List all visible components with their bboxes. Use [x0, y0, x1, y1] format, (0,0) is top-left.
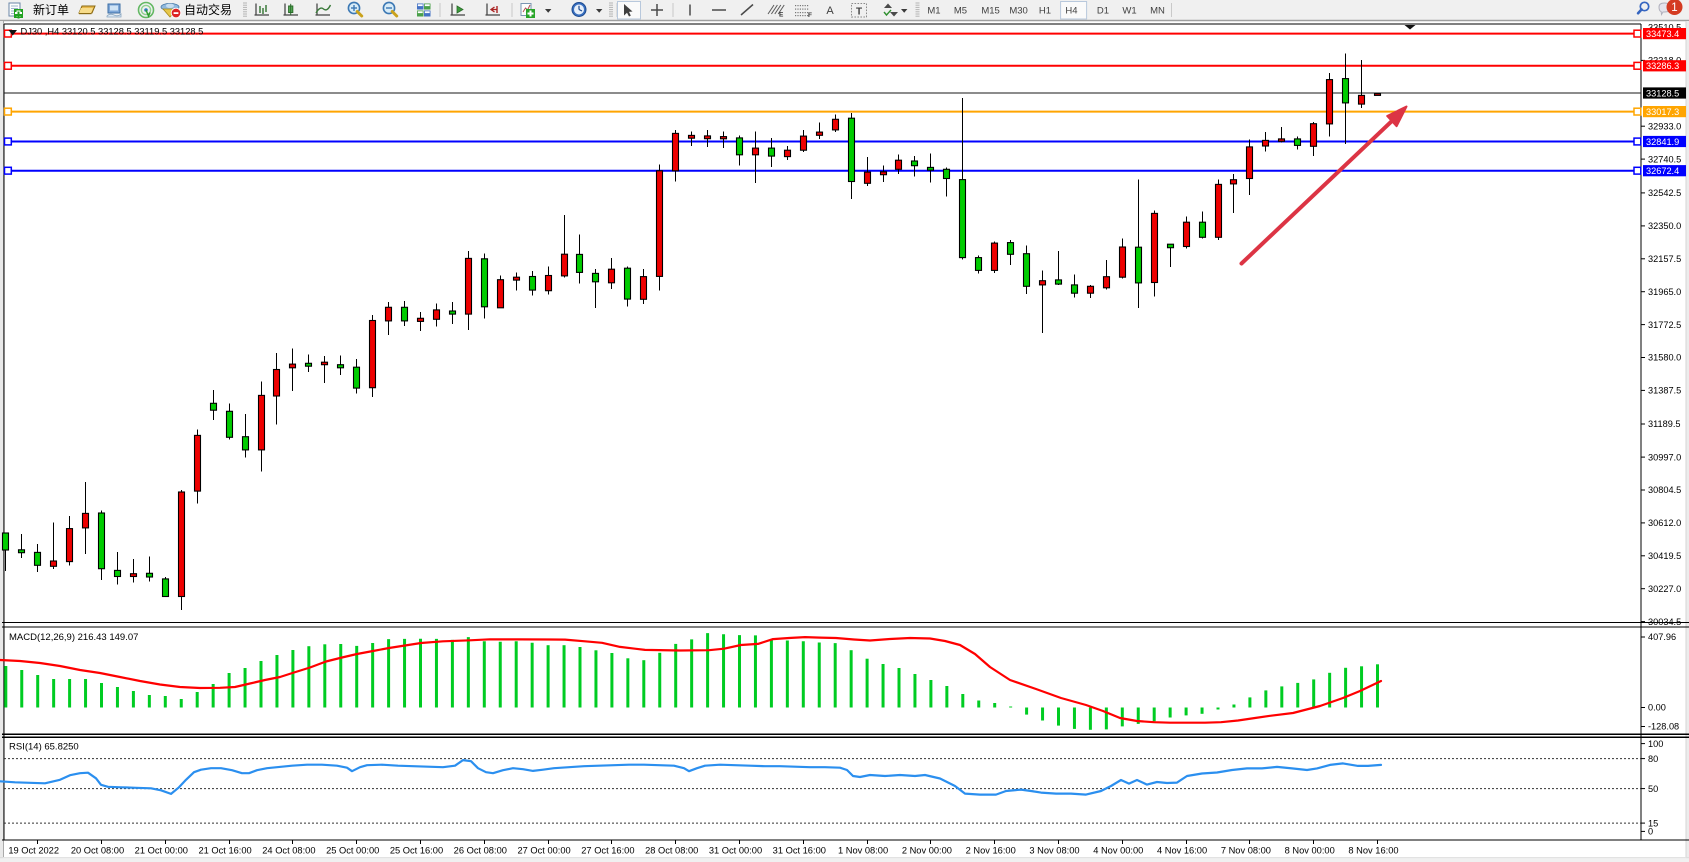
svg-text:1 Nov 08:00: 1 Nov 08:00 — [838, 846, 888, 856]
svg-text:32157.5: 32157.5 — [1648, 254, 1681, 264]
svg-text:32542.5: 32542.5 — [1648, 188, 1681, 198]
svg-text:H4: H4 — [1065, 6, 1077, 17]
svg-text:T: T — [856, 7, 862, 18]
svg-text:31387.5: 31387.5 — [1648, 386, 1681, 396]
svg-text:A: A — [826, 5, 834, 17]
svg-text:32672.4: 32672.4 — [1646, 166, 1679, 176]
svg-text:8 Nov 16:00: 8 Nov 16:00 — [1348, 846, 1398, 856]
svg-text:30804.5: 30804.5 — [1648, 485, 1681, 495]
svg-text:27 Oct 16:00: 27 Oct 16:00 — [581, 846, 634, 856]
svg-text:MACD(12,26,9) 216.43 149.07: MACD(12,26,9) 216.43 149.07 — [9, 632, 138, 643]
svg-text:F: F — [808, 12, 812, 19]
svg-text:1: 1 — [1671, 2, 1677, 14]
svg-text:21 Oct 16:00: 21 Oct 16:00 — [198, 846, 251, 856]
svg-text:DJ30 ,H4 33120.5 33128.5 3311: DJ30 ,H4 33120.5 33128.5 33119.5 33128.5 — [21, 27, 204, 37]
svg-text:30034.5: 30034.5 — [1648, 617, 1681, 627]
svg-text:32350.0: 32350.0 — [1648, 221, 1681, 231]
svg-text:19 Oct 2022: 19 Oct 2022 — [8, 846, 59, 856]
svg-text:自动交易: 自动交易 — [184, 2, 232, 17]
svg-text:31 Oct 16:00: 31 Oct 16:00 — [773, 846, 826, 856]
svg-text:15: 15 — [1648, 818, 1658, 828]
svg-text:33128.5: 33128.5 — [1646, 88, 1679, 98]
svg-text:7 Nov 08:00: 7 Nov 08:00 — [1221, 846, 1271, 856]
svg-text:RSI(14) 65.8250: RSI(14) 65.8250 — [9, 742, 79, 753]
svg-text:50: 50 — [1648, 784, 1658, 794]
svg-text:27 Oct 00:00: 27 Oct 00:00 — [517, 846, 570, 856]
svg-text:31965.0: 31965.0 — [1648, 287, 1681, 297]
svg-text:M1: M1 — [927, 6, 940, 17]
svg-text:24 Oct 08:00: 24 Oct 08:00 — [262, 846, 315, 856]
svg-text:25 Oct 00:00: 25 Oct 00:00 — [326, 846, 379, 856]
svg-text:4 Nov 16:00: 4 Nov 16:00 — [1157, 846, 1207, 856]
svg-text:2 Nov 00:00: 2 Nov 00:00 — [902, 846, 952, 856]
svg-text:30419.5: 30419.5 — [1648, 551, 1681, 561]
svg-text:D1: D1 — [1097, 6, 1109, 17]
svg-text:0.00: 0.00 — [1648, 703, 1666, 713]
svg-text:M5: M5 — [954, 6, 967, 17]
svg-text:21 Oct 00:00: 21 Oct 00:00 — [135, 846, 188, 856]
svg-text:-128.08: -128.08 — [1648, 722, 1679, 732]
svg-text:3 Nov 08:00: 3 Nov 08:00 — [1029, 846, 1079, 856]
svg-text:32841.9: 32841.9 — [1646, 137, 1679, 147]
svg-text:新订单: 新订单 — [33, 2, 69, 17]
svg-text:32933.0: 32933.0 — [1648, 121, 1681, 131]
svg-text:32740.5: 32740.5 — [1648, 154, 1681, 164]
svg-text:33286.3: 33286.3 — [1646, 61, 1679, 71]
svg-text:28 Oct 08:00: 28 Oct 08:00 — [645, 846, 698, 856]
svg-text:31772.5: 31772.5 — [1648, 320, 1681, 330]
svg-text:33017.3: 33017.3 — [1646, 107, 1679, 117]
svg-text:M30: M30 — [1009, 6, 1027, 17]
svg-text:2 Nov 16:00: 2 Nov 16:00 — [966, 846, 1016, 856]
svg-text:26 Oct 08:00: 26 Oct 08:00 — [454, 846, 507, 856]
svg-text:M15: M15 — [981, 6, 999, 17]
svg-text:0: 0 — [1648, 827, 1653, 837]
svg-text:80: 80 — [1648, 754, 1658, 764]
svg-text:E: E — [779, 12, 784, 19]
svg-text:31580.0: 31580.0 — [1648, 353, 1681, 363]
svg-text:30612.0: 30612.0 — [1648, 518, 1681, 528]
svg-text:20 Oct 08:00: 20 Oct 08:00 — [71, 846, 124, 856]
svg-text:25 Oct 16:00: 25 Oct 16:00 — [390, 846, 443, 856]
svg-text:30997.0: 30997.0 — [1648, 452, 1681, 462]
svg-text:31 Oct 00:00: 31 Oct 00:00 — [709, 846, 762, 856]
svg-text:W1: W1 — [1122, 6, 1136, 17]
svg-text:8 Nov 00:00: 8 Nov 00:00 — [1285, 846, 1335, 856]
svg-text:100: 100 — [1648, 739, 1663, 749]
svg-text:407.96: 407.96 — [1648, 632, 1676, 642]
svg-text:30227.0: 30227.0 — [1648, 584, 1681, 594]
svg-text:MN: MN — [1150, 6, 1165, 17]
svg-text:4 Nov 00:00: 4 Nov 00:00 — [1093, 846, 1143, 856]
svg-text:H1: H1 — [1039, 6, 1051, 17]
svg-text:33473.4: 33473.4 — [1646, 29, 1679, 39]
svg-text:31189.5: 31189.5 — [1648, 419, 1681, 429]
svg-text:33510.5: 33510.5 — [1648, 23, 1681, 33]
